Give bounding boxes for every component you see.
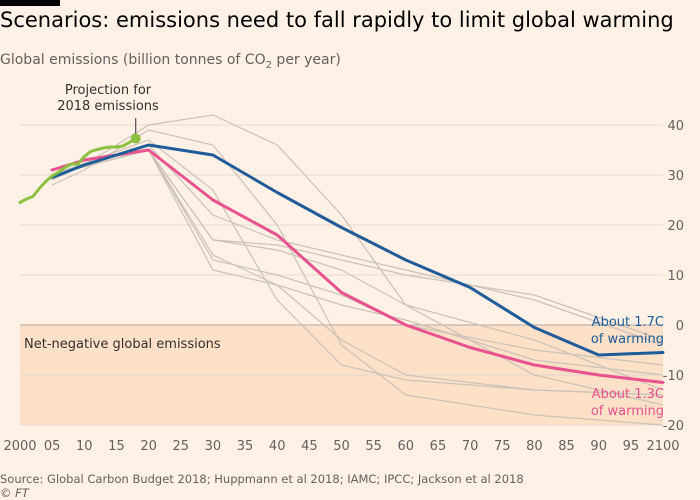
projection-point [130, 133, 141, 144]
scenario-line [51, 149, 664, 341]
chart-subtitle: Global emissions (billion tonnes of CO2 … [0, 52, 341, 71]
y-tick-label: 20 [667, 219, 684, 234]
region-label: Net-negative global emissions [24, 337, 221, 352]
subtitle-subscript: 2 [265, 59, 272, 71]
scenario-line [51, 149, 664, 396]
emissions-chart: 40 30 20 10 0 -10 -20 2000 05 10 15 20 25 30 35 40 45 50 5… [3, 83, 684, 454]
source-note: Source: Global Carbon Budget 2018; Huppm… [0, 472, 524, 486]
x-tick-label: 30 [205, 439, 222, 454]
subtitle-part-1: Global emissions (billion tonnes of CO [0, 52, 266, 68]
scenario-line [51, 149, 664, 376]
historical-line [18, 137, 138, 204]
x-tick-label: 85 [558, 439, 575, 454]
x-tick-label: 35 [237, 439, 254, 454]
x-tick-label: 25 [172, 439, 189, 454]
x-tick-label: 90 [590, 439, 607, 454]
scenario-line [51, 139, 664, 396]
x-tick-label: 10 [76, 439, 93, 454]
chart-title: Scenarios: emissions need to fall rapidl… [0, 8, 674, 32]
series-label: of warming [591, 332, 664, 347]
x-tick-label: 80 [526, 439, 543, 454]
series-line [50, 148, 665, 384]
series-label: of warming [591, 404, 664, 419]
x-tick-label: 2100 [646, 439, 679, 454]
x-tick-label: 70 [462, 439, 479, 454]
y-tick-label: -10 [663, 369, 684, 384]
y-tick-label: 30 [667, 169, 684, 184]
x-tick-label: 75 [494, 439, 511, 454]
scenario-line [51, 149, 664, 391]
series-label: About 1.7C [592, 315, 664, 330]
x-tick-label: 20 [140, 439, 157, 454]
x-tick-label: 45 [301, 439, 318, 454]
x-tick-label: 40 [269, 439, 286, 454]
y-tick-label: 10 [667, 269, 684, 284]
x-tick-label: 55 [365, 439, 382, 454]
scenario-line [51, 114, 664, 406]
y-tick-label: 0 [676, 319, 684, 334]
x-tick-label: 2000 [3, 439, 36, 454]
x-tick-label: 60 [398, 439, 415, 454]
series-line [50, 143, 665, 357]
y-tick-label: 40 [667, 119, 684, 134]
x-tick-label: 65 [430, 439, 447, 454]
top-accent-bar [0, 0, 60, 6]
series-label: About 1.3C [592, 387, 664, 402]
x-tick-label: 15 [108, 439, 125, 454]
x-tick-label: 50 [333, 439, 350, 454]
y-tick-label: -20 [663, 419, 684, 434]
x-tick-label: 05 [44, 439, 61, 454]
projection-label: Projection for [65, 83, 152, 98]
x-tick-label: 95 [623, 439, 640, 454]
credit-note: © FT [0, 486, 29, 500]
projection-label: 2018 emissions [57, 99, 159, 114]
subtitle-part-3: per year) [271, 52, 341, 68]
